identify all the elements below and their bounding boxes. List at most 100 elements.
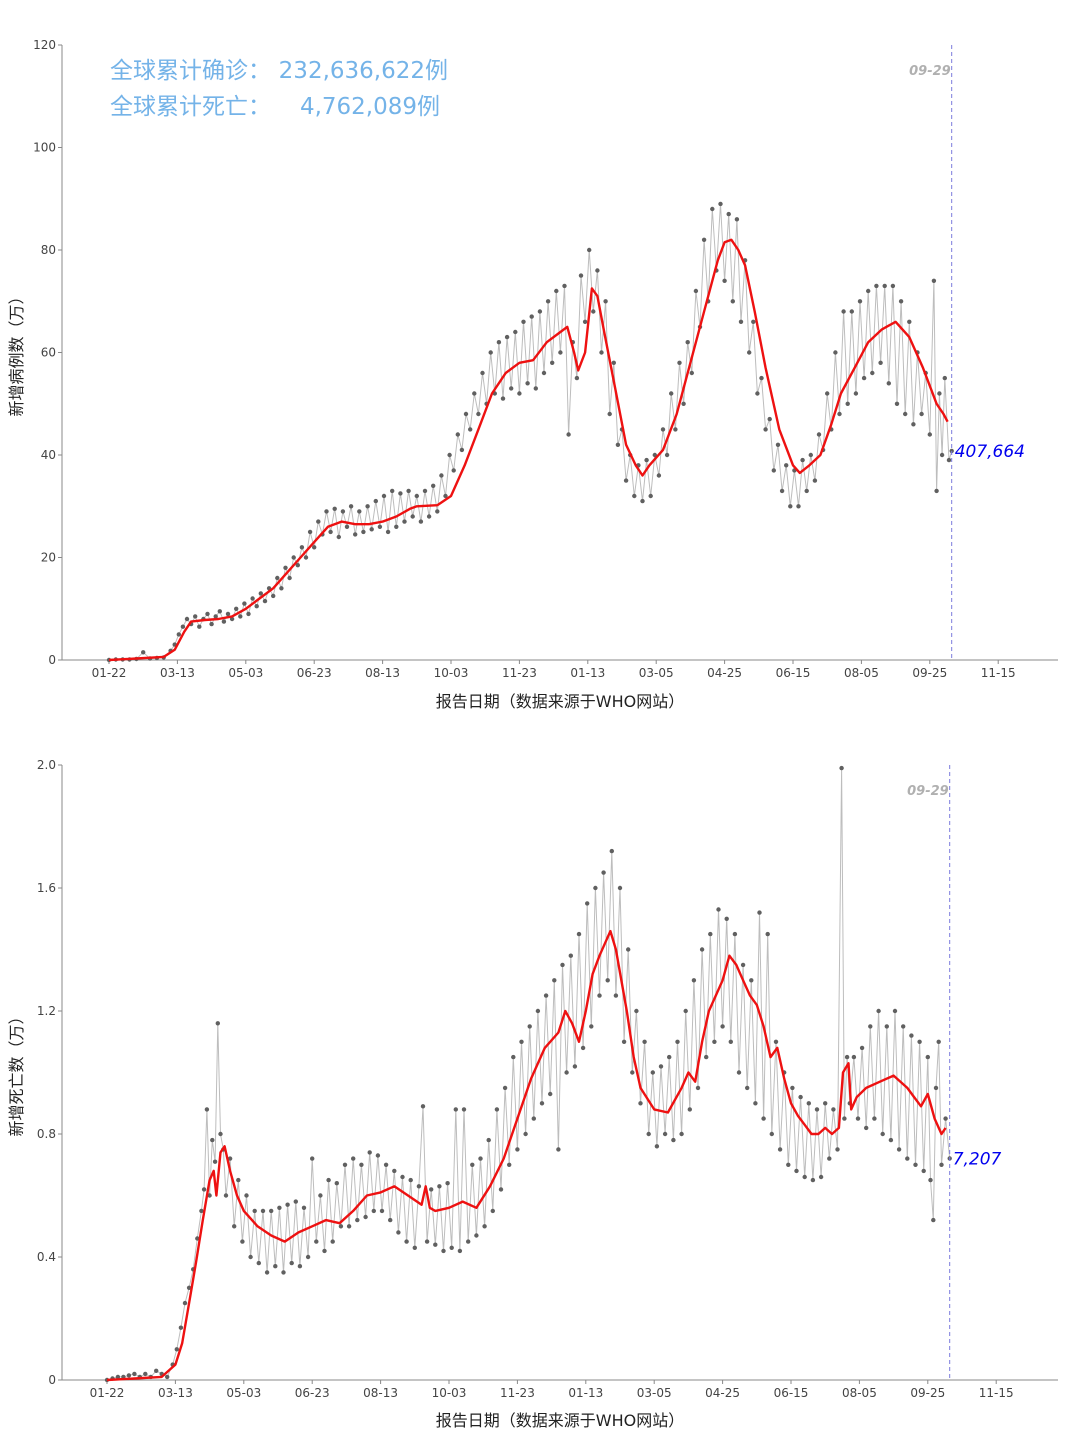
daily-point-48: [328, 529, 333, 535]
daily-point-63: [390, 488, 395, 494]
daily-point-182: [851, 1054, 857, 1060]
x-tick-label-11: 08-05: [842, 1386, 877, 1400]
daily-point-132: [673, 427, 678, 432]
daily-point-146: [730, 299, 735, 304]
y-tick-label-4: 80: [41, 243, 56, 257]
y-tick-label-2: 0.8: [37, 1127, 56, 1141]
daily-point-135: [662, 1131, 668, 1137]
daily-point-195: [931, 278, 937, 283]
daily-point-58: [346, 1224, 352, 1229]
daily-point-171: [810, 1177, 816, 1183]
daily-point-24: [229, 616, 235, 622]
daily-point-20: [213, 614, 218, 619]
daily-point-162: [796, 504, 801, 509]
daily-point-49: [310, 1156, 315, 1161]
daily-point-59: [373, 498, 378, 504]
daily-point-153: [736, 1070, 742, 1075]
daily-point-117: [611, 360, 616, 365]
daily-point-76: [420, 1104, 426, 1109]
daily-point-59: [351, 1156, 356, 1161]
daily-point-15: [193, 614, 198, 619]
daily-point-47: [324, 509, 329, 514]
daily-point-94: [494, 1107, 500, 1112]
y-tick-label-2: 40: [41, 448, 56, 462]
daily-point-91: [504, 334, 510, 340]
summary-confirmed-label: 全球累计确诊：: [110, 58, 271, 84]
daily-point-66: [402, 519, 407, 524]
daily-point-199: [942, 375, 947, 381]
x-tick-label-3: 06-23: [297, 666, 332, 680]
x-axis-title: 报告日期（数据来源于WHO网站）: [436, 1411, 684, 1430]
last-value-label: 407,664: [955, 442, 1025, 462]
daily-point-54: [353, 532, 358, 537]
daily-point-146: [708, 931, 713, 937]
daily-point-15: [182, 1300, 188, 1306]
daily-point-178: [861, 375, 867, 381]
daily-point-62: [385, 529, 391, 535]
daily-point-36: [279, 586, 284, 591]
y-tick-label-4: 1.6: [37, 881, 56, 895]
daily-point-114: [576, 931, 582, 937]
daily-point-34: [271, 593, 276, 599]
x-tick-label-1: 03-13: [158, 1386, 193, 1400]
daily-point-77: [447, 452, 452, 458]
daily-point-129: [660, 427, 666, 432]
daily-point-23: [225, 611, 231, 617]
daily-point-136: [689, 370, 694, 376]
daily-point-5: [141, 650, 146, 655]
daily-point-29: [227, 1156, 233, 1161]
daily-point-180: [870, 370, 875, 376]
daily-point-166: [790, 1085, 795, 1091]
daily-point-106: [543, 993, 549, 998]
daily-point-111: [564, 1070, 569, 1075]
daily-point-167: [816, 432, 822, 437]
daily-point-81: [441, 1248, 446, 1254]
daily-point-159: [761, 1116, 766, 1121]
daily-point-38: [264, 1270, 270, 1275]
daily-point-40: [295, 563, 300, 568]
daily-point-119: [597, 993, 602, 998]
x-tick-label-4: 08-13: [365, 666, 400, 680]
daily-point-129: [638, 1101, 643, 1106]
daily-point-58: [369, 527, 374, 532]
daily-point-39: [269, 1208, 274, 1214]
daily-point-139: [679, 1131, 684, 1137]
y-tick-label-1: 20: [41, 551, 56, 565]
daily-point-194: [901, 1024, 906, 1029]
daily-point-23: [210, 1137, 215, 1143]
x-tick-label-12: 09-25: [912, 666, 947, 680]
daily-point-194: [927, 432, 932, 437]
y-tick-label-6: 120: [33, 38, 56, 52]
daily-point-41: [277, 1205, 282, 1210]
daily-point-107: [548, 1091, 553, 1097]
daily-point-176: [831, 1107, 836, 1112]
daily-point-159: [784, 463, 789, 468]
daily-point-89: [496, 340, 502, 345]
daily-point-90: [500, 396, 506, 401]
daily-point-74: [435, 509, 440, 514]
daily-point-106: [566, 432, 571, 437]
daily-point-51: [318, 1193, 323, 1198]
summary-deaths-label: 全球累计死亡：: [110, 94, 271, 120]
daily-point-198: [939, 452, 945, 458]
daily-point-32: [262, 598, 268, 604]
daily-point-127: [652, 452, 657, 458]
daily-point-14: [178, 1325, 184, 1330]
x-tick-label-0: 01-22: [92, 666, 127, 680]
daily-point-73: [431, 483, 436, 488]
y-tick-label-3: 1.2: [37, 1004, 56, 1018]
daily-point-192: [919, 411, 924, 417]
daily-point-134: [658, 1064, 664, 1069]
daily-point-52: [322, 1248, 327, 1254]
daily-point-22: [207, 1193, 212, 1198]
daily-point-43: [307, 529, 313, 535]
daily-point-25: [234, 606, 239, 611]
daily-point-104: [535, 1008, 541, 1014]
daily-point-203: [933, 1085, 939, 1091]
daily-point-147: [734, 217, 740, 222]
daily-point-72: [426, 514, 432, 519]
x-tick-label-6: 11-23: [502, 666, 537, 680]
daily-point-164: [804, 488, 809, 494]
daily-point-163: [777, 1147, 783, 1152]
daily-point-182: [878, 360, 883, 365]
